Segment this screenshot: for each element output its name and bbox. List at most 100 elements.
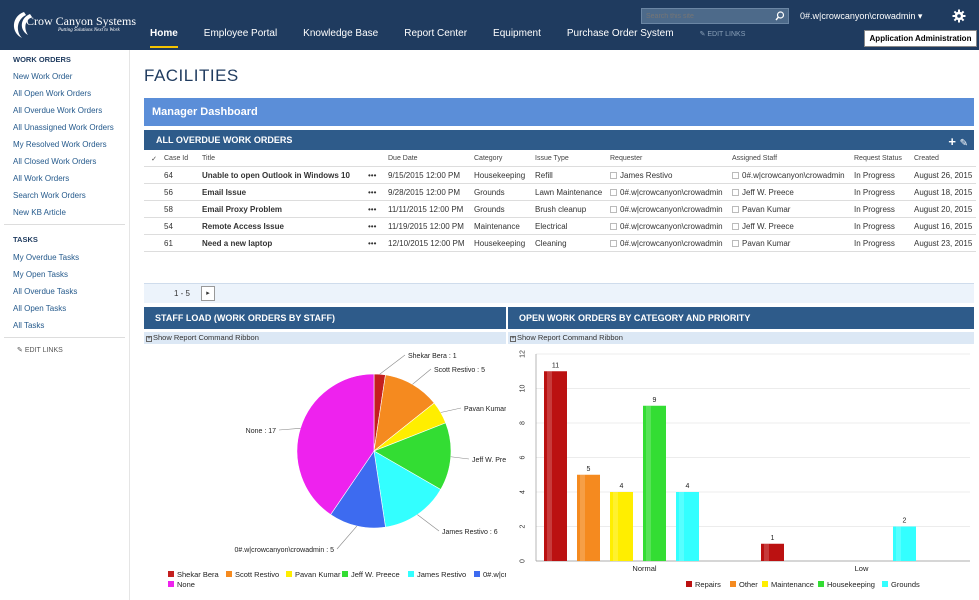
column-header-requester[interactable]: Requester	[608, 152, 730, 167]
column-header-due-date[interactable]: Due Date	[386, 152, 472, 167]
nav-report-center[interactable]: Report Center	[404, 28, 468, 39]
nav-equipment[interactable]: Equipment	[493, 28, 541, 39]
application-administration-button[interactable]: Application Administration	[864, 30, 977, 47]
pie-slice[interactable]	[373, 422, 452, 490]
sidebar-item-search-work-orders[interactable]: Search Work Orders	[13, 191, 86, 200]
issue-type-link[interactable]: Brush cleanup	[533, 200, 608, 218]
table-row[interactable]: 54 Remote Access Issue ••• 11/19/2015 12…	[144, 217, 976, 235]
bar[interactable]	[610, 492, 633, 561]
row-menu-button[interactable]: •••	[366, 217, 386, 235]
sidebar-item-all-overdue-tasks[interactable]: All Overdue Tasks	[13, 287, 78, 296]
row-checkbox[interactable]	[144, 234, 162, 252]
category-link[interactable]: Housekeeping	[472, 234, 533, 252]
edit-icon[interactable]: ✎	[959, 138, 968, 149]
category-panel-header: OPEN WORK ORDERS BY CATEGORY AND PRIORIT…	[508, 307, 974, 329]
expand-icon: +	[510, 336, 516, 342]
crow-canyon-logo-icon[interactable]	[6, 8, 146, 42]
work-order-title-link[interactable]: Remote Access Issue	[200, 217, 366, 235]
table-row[interactable]: 56 Email Issue ••• 9/28/2015 12:00 PM Gr…	[144, 183, 976, 201]
nav-purchase-order-system[interactable]: Purchase Order System	[566, 28, 674, 39]
sidebar-item-all-closed-work-orders[interactable]: All Closed Work Orders	[13, 157, 97, 166]
sidebar-item-all-open-tasks[interactable]: All Open Tasks	[13, 304, 67, 313]
legend-label: Other	[739, 580, 758, 589]
nav-edit-links[interactable]: ✎ EDIT LINKS	[699, 31, 746, 38]
sidebar-item-all-open-work-orders[interactable]: All Open Work Orders	[13, 89, 92, 98]
pie-slice-label: Jeff W. Pre	[472, 457, 506, 464]
next-page-button[interactable]: ▸	[201, 286, 215, 301]
x-category-label: Normal	[632, 564, 657, 573]
issue-type-link[interactable]: Cleaning	[533, 234, 608, 252]
legend-swatch	[762, 581, 768, 587]
search-input[interactable]	[642, 9, 770, 23]
bar[interactable]	[761, 543, 784, 561]
category-link[interactable]: Housekeeping	[472, 166, 533, 184]
page-title: FACILITIES	[144, 66, 239, 85]
staff-report-ribbon-toggle[interactable]: + Show Report Command Ribbon	[144, 332, 506, 344]
user-menu[interactable]: 0#.w|crowcanyon\crowadmin ▾	[800, 11, 923, 21]
bar[interactable]	[544, 371, 567, 561]
category-link[interactable]: Grounds	[472, 183, 533, 201]
sidebar-item-new-kb-article[interactable]: New KB Article	[13, 208, 66, 217]
column-header-case-id[interactable]: Case Id	[162, 152, 200, 167]
row-checkbox[interactable]	[144, 166, 162, 184]
sidebar-item-my-open-tasks[interactable]: My Open Tasks	[13, 270, 68, 279]
sidebar-item-all-tasks[interactable]: All Tasks	[13, 321, 45, 330]
sidebar-edit-links[interactable]: ✎ EDIT LINKS	[17, 347, 63, 354]
issue-type-link[interactable]: Lawn Maintenance	[533, 183, 608, 201]
work-order-title-link[interactable]: Unable to open Outlook in Windows 10	[200, 166, 366, 184]
sidebar-item-new-work-order[interactable]: New Work Order	[13, 72, 73, 81]
bar-value-label: 9	[653, 397, 657, 404]
sidebar-item-my-resolved-work-orders[interactable]: My Resolved Work Orders	[13, 140, 107, 149]
row-menu-button[interactable]: •••	[366, 200, 386, 218]
row-checkbox[interactable]	[144, 183, 162, 201]
nav-knowledge-base[interactable]: Knowledge Base	[303, 28, 379, 39]
table-row[interactable]: 61 Need a new laptop ••• 12/10/2015 12:0…	[144, 234, 976, 252]
sidebar-heading-work-orders[interactable]: WORK ORDERS	[13, 55, 71, 64]
created-date: August 18, 2015	[912, 183, 976, 201]
bar[interactable]	[893, 526, 916, 562]
x-category-label: Low	[855, 564, 869, 573]
nav-employee-portal[interactable]: Employee Portal	[203, 28, 278, 39]
column-header-title[interactable]: Title	[200, 152, 366, 167]
pie-slice[interactable]	[373, 450, 442, 528]
sidebar-heading-tasks[interactable]: TASKS	[13, 235, 38, 244]
overdue-work-orders-title: ALL OVERDUE WORK ORDERS	[156, 135, 293, 145]
column-header-request-status[interactable]: Request Status	[852, 152, 912, 167]
sidebar-item-all-unassigned-work-orders[interactable]: All Unassigned Work Orders	[13, 123, 114, 132]
category-report-ribbon-toggle[interactable]: + Show Report Command Ribbon	[508, 332, 974, 344]
pie-slice[interactable]	[296, 373, 375, 516]
row-checkbox[interactable]	[144, 217, 162, 235]
sidebar-item-all-work-orders[interactable]: All Work Orders	[13, 174, 70, 183]
add-icon[interactable]: +	[948, 134, 956, 149]
table-row[interactable]: 58 Email Proxy Problem ••• 11/11/2015 12…	[144, 200, 976, 218]
sidebar-item-all-overdue-work-orders[interactable]: All Overdue Work Orders	[13, 106, 103, 115]
category-link[interactable]: Grounds	[472, 200, 533, 218]
row-menu-button[interactable]: •••	[366, 234, 386, 252]
requester: James Restivo	[608, 166, 730, 184]
search-icon[interactable]	[774, 11, 786, 21]
issue-type-link[interactable]: Refill	[533, 166, 608, 184]
column-header-created[interactable]: Created	[912, 152, 976, 167]
legend-label: 0#.w|cr	[483, 570, 506, 579]
row-menu-button[interactable]: •••	[366, 183, 386, 201]
nav-home[interactable]: Home	[150, 28, 178, 48]
column-header-category[interactable]: Category	[472, 152, 533, 167]
sidebar-item-my-overdue-tasks[interactable]: My Overdue Tasks	[13, 253, 80, 262]
work-order-title-link[interactable]: Need a new laptop	[200, 234, 366, 252]
column-header-assigned-staff[interactable]: Assigned Staff	[730, 152, 852, 167]
table-row[interactable]: 64 Unable to open Outlook in Windows 10 …	[144, 166, 976, 184]
gear-icon[interactable]	[952, 9, 966, 23]
row-checkbox[interactable]	[144, 200, 162, 218]
bar[interactable]	[577, 474, 600, 561]
bar[interactable]	[676, 492, 699, 561]
bar[interactable]	[643, 405, 666, 561]
row-menu-button[interactable]: •••	[366, 166, 386, 184]
work-order-title-link[interactable]: Email Proxy Problem	[200, 200, 366, 218]
pie-leader-line	[412, 368, 432, 385]
select-all-checkbox[interactable]: ✓	[144, 152, 162, 167]
work-order-title-link[interactable]: Email Issue	[200, 183, 366, 201]
issue-type-link[interactable]: Electrical	[533, 217, 608, 235]
legend-label: James Restivo	[417, 570, 466, 579]
column-header-issue-type[interactable]: Issue Type	[533, 152, 608, 167]
category-link[interactable]: Maintenance	[472, 217, 533, 235]
